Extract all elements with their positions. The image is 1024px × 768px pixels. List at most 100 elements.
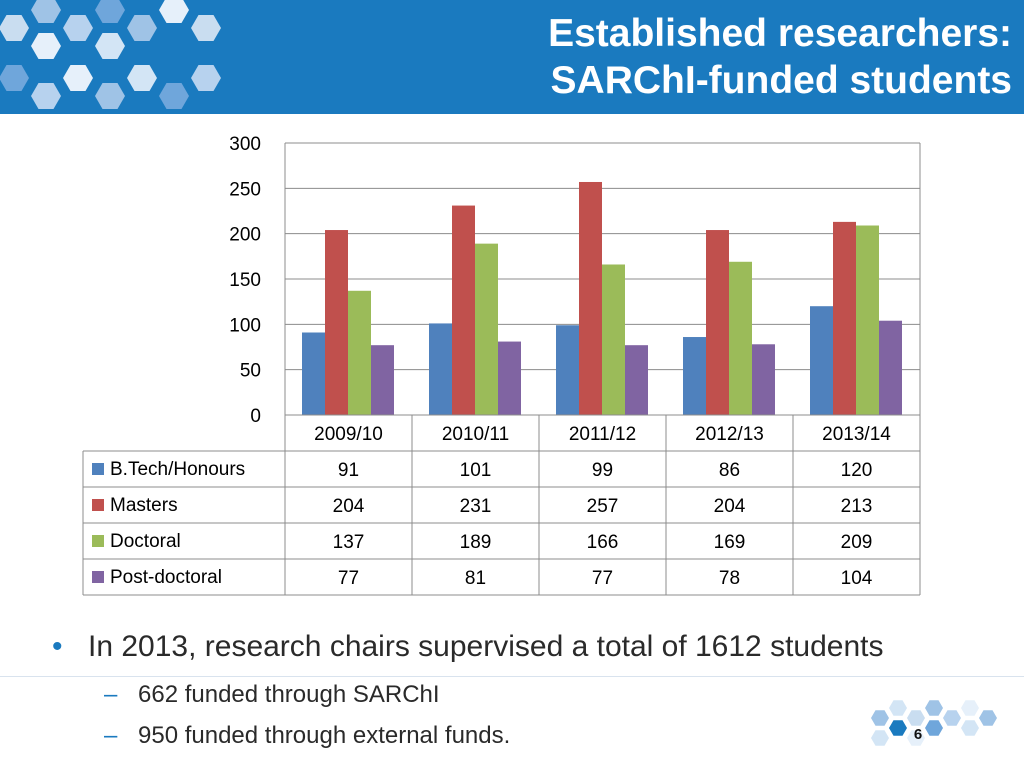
bar xyxy=(475,243,498,415)
header-bar: Established researchers: SARChI-funded s… xyxy=(0,0,1024,114)
y-tick-label: 250 xyxy=(229,179,261,200)
data-value-label: 81 xyxy=(465,568,486,589)
bar xyxy=(856,225,879,415)
bullet-sub-1: 662 funded through SARChI xyxy=(138,681,440,708)
hexagon-shape xyxy=(63,65,93,91)
bullet-sub-2: 950 funded through external funds. xyxy=(138,722,511,749)
hexagon-shape xyxy=(907,730,925,746)
y-tick-label: 100 xyxy=(229,315,261,336)
hexagon-shape xyxy=(961,720,979,736)
x-category-label: 2012/13 xyxy=(695,424,764,445)
hexagon-footer-logo xyxy=(871,700,997,746)
data-value-label: 189 xyxy=(460,532,492,553)
hexagon-pattern-logo xyxy=(0,0,221,109)
legend-swatch xyxy=(92,535,104,547)
hexagon-shape xyxy=(925,720,943,736)
dash-icon: – xyxy=(104,681,118,708)
bar xyxy=(371,345,394,415)
hexagon-shape xyxy=(0,15,29,41)
data-value-label: 101 xyxy=(460,460,492,481)
data-value-label: 231 xyxy=(460,496,492,517)
data-value-label: 91 xyxy=(338,460,359,481)
x-category-label: 2009/10 xyxy=(314,424,383,445)
bullet-dot-icon: • xyxy=(52,630,63,663)
hexagon-shape xyxy=(889,700,907,716)
dash-icon: – xyxy=(104,722,118,749)
hexagon-shape xyxy=(943,710,961,726)
bar xyxy=(879,320,902,415)
bar xyxy=(833,221,856,415)
title-line-2: SARChI-funded students xyxy=(550,59,1012,102)
bar-chart: 0 50 100 150 200 250 300 2009/10 2010/11 2011/12… xyxy=(82,134,921,596)
bar xyxy=(302,332,325,415)
hexagon-shape xyxy=(31,83,61,109)
hexagon-shape xyxy=(95,0,125,23)
hexagon-shape xyxy=(871,710,889,726)
y-tick-label: 200 xyxy=(229,225,261,246)
bar xyxy=(579,181,602,415)
legend-swatch xyxy=(92,499,104,511)
series-name: Post-doctoral xyxy=(110,567,222,588)
hexagon-shape xyxy=(159,83,189,109)
x-category-label: 2010/11 xyxy=(442,424,509,445)
hexagon-shape xyxy=(925,700,943,716)
hexagon-shape xyxy=(0,65,29,91)
hexagon-shape xyxy=(31,0,61,23)
hexagon-shape xyxy=(95,83,125,109)
y-tick-label: 150 xyxy=(229,270,261,291)
series-name: B.Tech/Honours xyxy=(110,459,245,480)
bar xyxy=(810,306,833,415)
bar xyxy=(683,337,706,415)
bullet-main: In 2013, research chairs supervised a to… xyxy=(88,630,884,663)
divider-line xyxy=(0,676,1024,677)
hexagon-shape xyxy=(979,710,997,726)
slide-title: Established researchers: SARChI-funded s… xyxy=(312,10,1012,104)
x-category-label: 2011/12 xyxy=(569,424,636,445)
data-value-label: 120 xyxy=(841,460,873,481)
data-value-label: 78 xyxy=(719,568,740,589)
hexagon-shape xyxy=(961,700,979,716)
hexagon-shape xyxy=(159,0,189,23)
data-value-label: 169 xyxy=(714,532,746,553)
data-value-label: 213 xyxy=(841,496,873,517)
data-value-label: 137 xyxy=(333,532,365,553)
data-value-label: 166 xyxy=(587,532,619,553)
data-table: 2009/10 2010/11 2011/12 2012/13 2013/14 B.Tec… xyxy=(82,414,921,596)
data-value-label: 99 xyxy=(592,460,613,481)
series-name: Doctoral xyxy=(110,531,181,552)
bar xyxy=(752,344,775,415)
y-axis-ticks: 0 50 100 150 200 250 300 xyxy=(229,134,261,427)
hexagon-shape xyxy=(95,33,125,59)
data-value-label: 257 xyxy=(587,496,619,517)
bar xyxy=(602,264,625,415)
hexagon-shape xyxy=(871,730,889,746)
title-line-1: Established researchers: xyxy=(548,12,1012,55)
data-value-label: 204 xyxy=(714,496,746,517)
bar xyxy=(348,290,371,415)
data-value-label: 77 xyxy=(592,568,613,589)
data-value-label: 104 xyxy=(841,568,873,589)
bar xyxy=(729,261,752,415)
bar xyxy=(325,230,348,415)
hexagon-shape xyxy=(907,710,925,726)
bar xyxy=(706,230,729,415)
x-category-label: 2013/14 xyxy=(822,424,891,445)
series-name: Masters xyxy=(110,495,178,516)
hexagon-shape xyxy=(63,15,93,41)
y-tick-label: 300 xyxy=(229,134,261,155)
hexagon-shape xyxy=(31,33,61,59)
hexagon-shape xyxy=(889,720,907,736)
hexagon-shape xyxy=(127,65,157,91)
y-tick-label: 0 xyxy=(250,406,261,427)
data-value-label: 204 xyxy=(333,496,365,517)
hexagon-shape xyxy=(191,15,221,41)
data-value-label: 86 xyxy=(719,460,740,481)
data-value-label: 77 xyxy=(338,568,359,589)
bar xyxy=(452,205,475,415)
hexagon-shape xyxy=(127,15,157,41)
bar xyxy=(429,323,452,415)
legend-swatch xyxy=(92,571,104,583)
bar xyxy=(625,345,648,415)
y-tick-label: 50 xyxy=(240,361,261,382)
bar xyxy=(556,325,579,415)
